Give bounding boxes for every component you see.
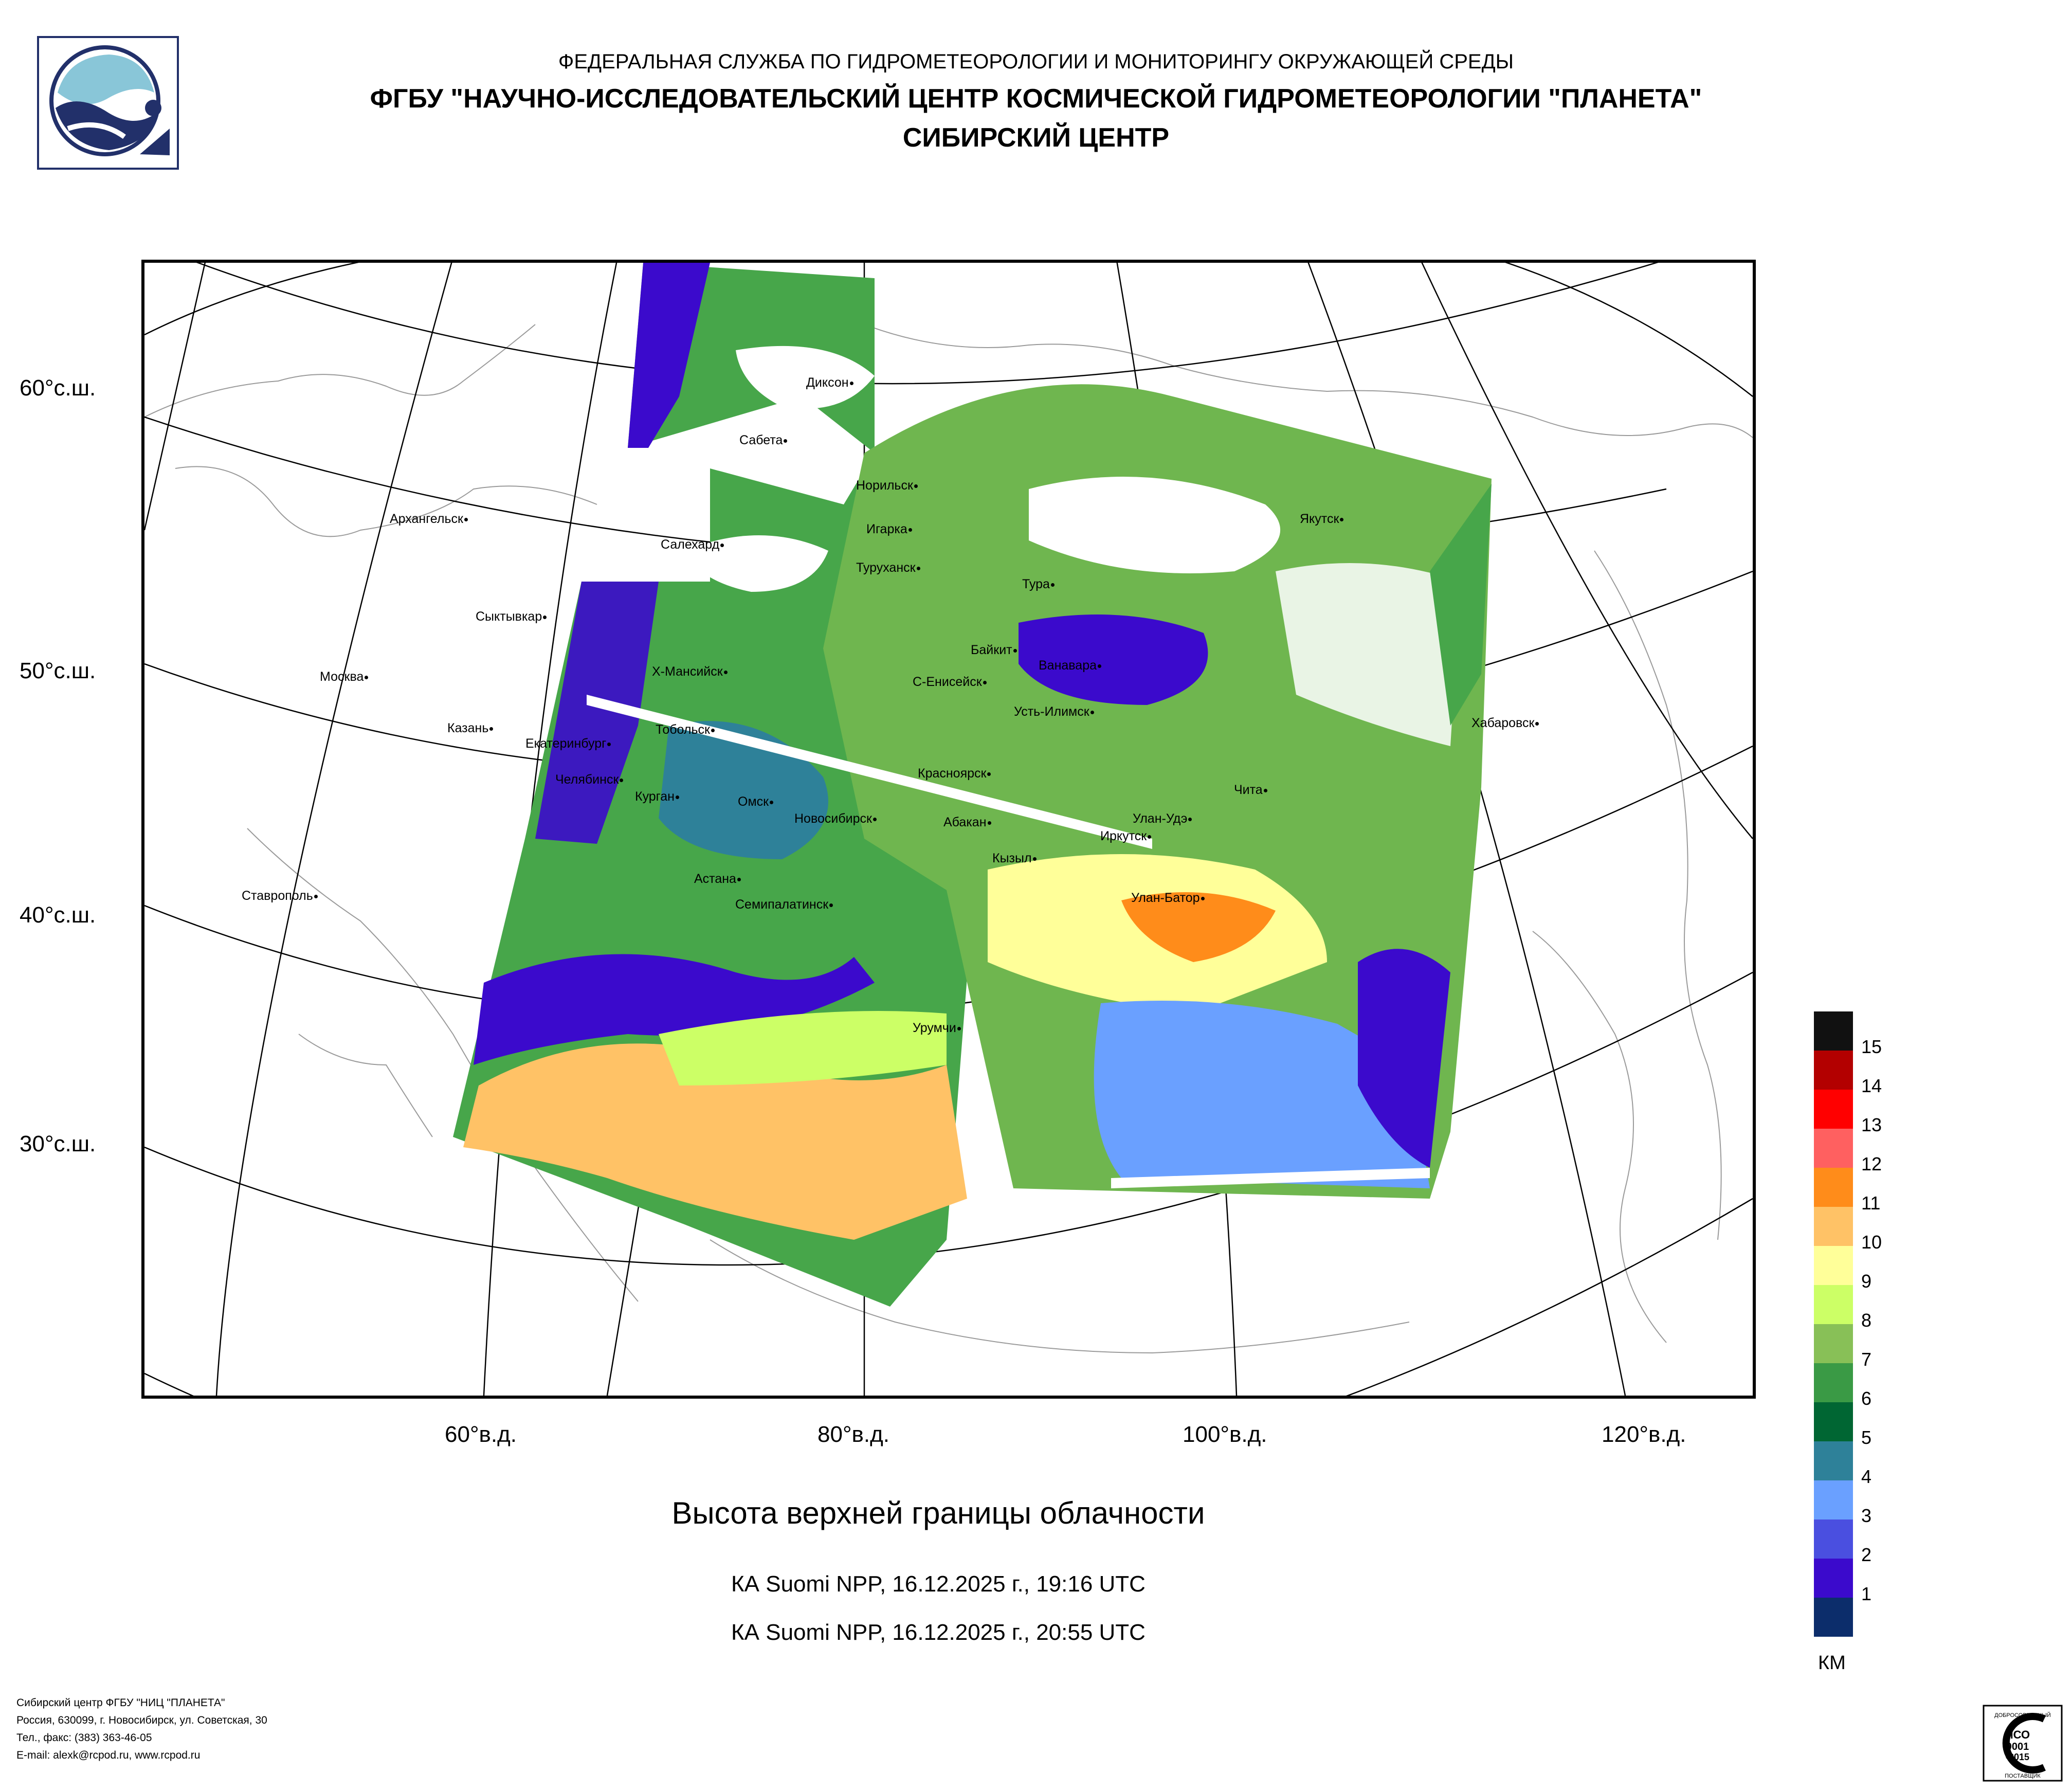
legend-label: 7	[1861, 1349, 1872, 1370]
swath-gap-2	[1111, 1168, 1430, 1188]
legend-swatch	[1814, 1011, 1853, 1051]
city-label: Челябинск	[555, 772, 624, 787]
city-label: Иркутск	[1100, 829, 1152, 844]
legend-label: 1	[1861, 1583, 1872, 1604]
city-label: Тура	[1022, 577, 1055, 592]
city-label: Сабета	[739, 433, 788, 448]
header-center: СИБИРСКИЙ ЦЕНТР	[902, 123, 1170, 153]
cloud-top-map	[141, 260, 1756, 1399]
city-label: Х-Мансийск	[652, 664, 728, 679]
header-institution: ФГБУ "НАУЧНО-ИССЛЕДОВАТЕЛЬСКИЙ ЦЕНТР КОС…	[370, 84, 1702, 114]
city-label: Новосибирск	[794, 811, 877, 826]
iso-year: -2015	[2006, 1752, 2029, 1762]
legend-swatch	[1814, 1598, 1853, 1637]
lon-label-100: 100°в.д.	[1183, 1422, 1267, 1447]
legend-label: 2	[1861, 1544, 1872, 1565]
legend-label: 10	[1861, 1232, 1882, 1253]
header-agency: ФЕДЕРАЛЬНАЯ СЛУЖБА ПО ГИДРОМЕТЕОРОЛОГИИ …	[558, 50, 1514, 73]
city-label: Норильск	[856, 478, 918, 493]
city-label: Улан-Батор	[1131, 891, 1205, 906]
city-label: Ванавара	[1039, 658, 1102, 673]
legend-swatch	[1814, 1090, 1853, 1129]
coastlines	[144, 283, 1753, 1354]
map-canvas	[144, 263, 1753, 1396]
iso-badge: ДОБРОСОВЕСТНЫЙ ИСО 9001 -2015 ПОСТАВЩИК	[1983, 1705, 2063, 1782]
city-label: Туруханск	[856, 560, 920, 575]
satellite-pass-1: КА Suomi NPP, 16.12.2025 г., 19:16 UTC	[731, 1571, 1146, 1597]
city-label: Ставрополь	[242, 889, 318, 903]
city-label: Екатеринбург	[525, 736, 611, 751]
city-label: Астана	[694, 872, 741, 887]
legend-label: 13	[1861, 1114, 1882, 1135]
legend-swatch	[1814, 1051, 1853, 1090]
city-label: Диксон	[806, 375, 853, 390]
city-label: Урумчи	[913, 1021, 961, 1036]
swath-gap-1	[587, 695, 1152, 849]
city-label: Красноярск	[918, 766, 991, 781]
legend-label: 9	[1861, 1271, 1872, 1292]
legend-swatch	[1814, 1402, 1853, 1441]
legend-swatch	[1814, 1246, 1853, 1285]
legend-swatch	[1814, 1168, 1853, 1207]
lat-label-30: 30°с.ш.	[20, 1131, 96, 1156]
legend-swatch	[1814, 1519, 1853, 1559]
legend-swatch	[1814, 1363, 1853, 1402]
footer-org: Сибирский центр ФГБУ "НИЦ "ПЛАНЕТА"	[16, 1697, 225, 1709]
legend-label: 14	[1861, 1075, 1882, 1096]
city-label: Байкит	[971, 643, 1017, 658]
city-label: Тобольск	[656, 722, 715, 737]
planeta-logo	[37, 36, 179, 170]
city-label: Абакан	[943, 815, 991, 830]
city-label: Чита	[1234, 783, 1267, 798]
lon-label-120: 120°в.д.	[1602, 1422, 1686, 1447]
legend-label: 8	[1861, 1310, 1872, 1331]
legend-swatch	[1814, 1129, 1853, 1168]
legend-label: 4	[1861, 1466, 1872, 1487]
legend-swatch	[1814, 1480, 1853, 1519]
city-label: Игарка	[866, 522, 912, 537]
legend-swatch	[1814, 1324, 1853, 1363]
lat-label-40: 40°с.ш.	[20, 902, 96, 928]
city-label: Курган	[635, 789, 679, 804]
lat-label-60: 60°с.ш.	[20, 375, 96, 401]
lon-label-60: 60°в.д.	[445, 1422, 517, 1447]
footer-address: Россия, 630099, г. Новосибирск, ул. Сове…	[16, 1714, 267, 1726]
iso-top-text: ДОБРОСОВЕСТНЫЙ	[1994, 1712, 2051, 1718]
city-label: Омск	[738, 794, 774, 809]
city-label: Сыктывкар	[476, 609, 547, 624]
legend-label: 3	[1861, 1505, 1872, 1526]
legend-label: 5	[1861, 1427, 1872, 1448]
legend-swatch	[1814, 1559, 1853, 1598]
legend-units: КМ	[1818, 1652, 1846, 1674]
legend-label: 15	[1861, 1036, 1882, 1057]
footer-email: E-mail: alexk@rcpod.ru, www.rcpod.ru	[16, 1749, 201, 1761]
satellite-swath-2	[823, 384, 1492, 1199]
lat-label-50: 50°с.ш.	[20, 658, 96, 683]
city-label: Семипалатинск	[735, 897, 833, 912]
city-label: Архангельск	[390, 512, 468, 527]
city-label: Кызыл	[992, 851, 1037, 866]
color-legend	[1814, 1011, 1853, 1637]
iso-bottom-text: ПОСТАВЩИК	[2005, 1773, 2041, 1779]
legend-label: 11	[1861, 1192, 1881, 1214]
map-title: Высота верхней границы облачности	[671, 1496, 1205, 1530]
satellite-pass-2: КА Suomi NPP, 16.12.2025 г., 20:55 UTC	[731, 1620, 1146, 1645]
legend-label: 6	[1861, 1388, 1872, 1409]
lon-label-80: 80°в.д.	[817, 1422, 890, 1447]
footer-phone: Тел., факс: (383) 363-46-05	[16, 1732, 152, 1744]
legend-swatch	[1814, 1441, 1853, 1480]
city-label: Усть-Илимск	[1014, 704, 1094, 719]
iso-number: 9001	[2006, 1741, 2029, 1752]
legend-swatch	[1814, 1207, 1853, 1246]
city-label: Салехард	[661, 537, 724, 552]
legend-label: 12	[1861, 1153, 1882, 1174]
city-label: Улан-Удэ	[1133, 811, 1192, 826]
city-label: Казань	[447, 721, 494, 736]
iso-text: ИСО	[2005, 1728, 2030, 1741]
city-label: Якутск	[1300, 512, 1344, 527]
legend-swatch	[1814, 1285, 1853, 1324]
city-label: С-Енисейск	[913, 675, 987, 690]
city-label: Москва	[320, 670, 369, 684]
city-label: Хабаровск	[1471, 716, 1539, 731]
